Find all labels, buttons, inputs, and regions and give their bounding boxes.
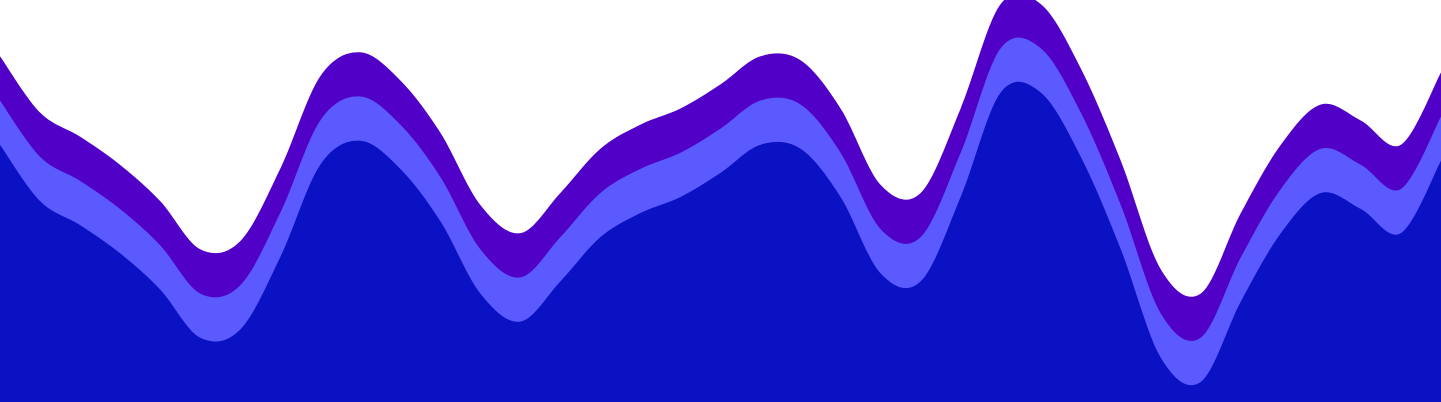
area-series-1 <box>0 81 1441 402</box>
